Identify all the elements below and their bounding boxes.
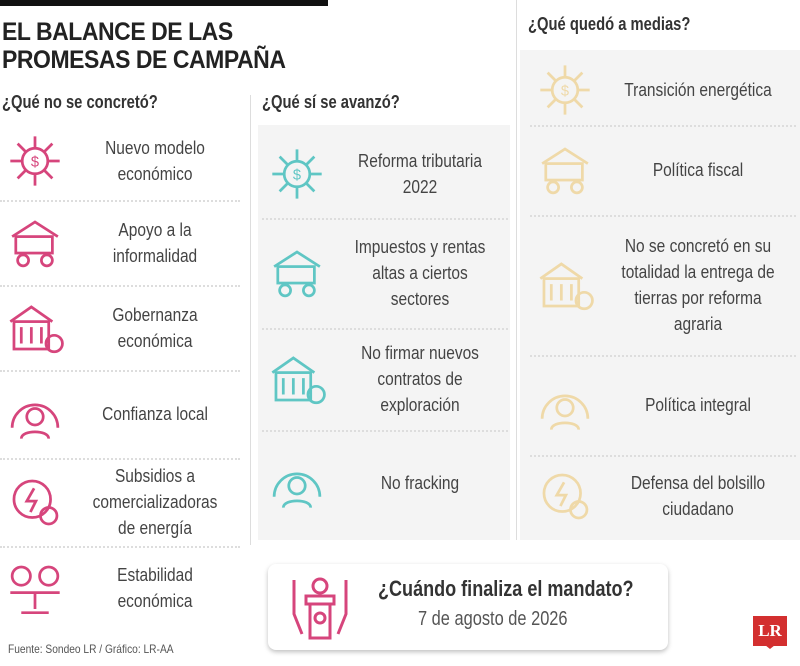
- item-label: No fracking: [380, 472, 460, 493]
- mandate-question: ¿Cuándo finaliza el mandato?: [378, 576, 634, 601]
- item-label: Reforma tributaria 2022: [358, 151, 482, 197]
- drilling-rig-icon: [272, 472, 322, 508]
- separator: [262, 218, 508, 220]
- page-title: EL BALANCE DE LAS PROMESAS DE CAMPAÑA: [2, 18, 286, 74]
- top-bar: [0, 0, 328, 6]
- item-label: Defensa del bolsillo ciudadano: [630, 473, 766, 519]
- energy-coin-icon: [12, 479, 59, 526]
- list-item: $ Nuevo modelo económico: [0, 122, 240, 200]
- svg-text:$: $: [293, 167, 301, 183]
- balance-scale-coins-icon: [10, 565, 60, 615]
- hands-people-icon: [539, 262, 594, 311]
- shield-dollar-icon: [542, 473, 589, 520]
- separator: [530, 355, 796, 357]
- list-item: Estabilidad económica: [0, 546, 240, 630]
- separator: [0, 285, 240, 287]
- divider: [516, 0, 517, 540]
- list-item: Impuestos y rentas altas a ciertos secto…: [262, 218, 508, 328]
- not-done-heading: ¿Qué no se concretó?: [2, 92, 158, 112]
- separator: [0, 458, 240, 460]
- government-building-money-icon: [9, 304, 64, 353]
- list-item: No fracking: [262, 430, 508, 535]
- tax-document-chart-icon: $: [272, 149, 322, 199]
- item-label: Política fiscal: [652, 160, 744, 180]
- list-item: Política integral: [530, 355, 796, 455]
- list-item: Defensa del bolsillo ciudadano: [530, 455, 796, 537]
- separator: [530, 125, 796, 127]
- done-heading: ¿Qué sí se avanzó?: [262, 92, 400, 112]
- list-item: No firmar nuevos contratos de exploració…: [262, 328, 508, 430]
- partial-heading: ¿Qué quedó a medias?: [528, 14, 691, 34]
- list-item: Política fiscal: [530, 125, 796, 215]
- contract-signing-icon: [271, 356, 326, 405]
- separator: [530, 455, 796, 457]
- list-item: Gobernanza económica: [0, 285, 240, 370]
- separator: [0, 200, 240, 202]
- item-label: Transición energética: [624, 80, 772, 100]
- people-group-icon: [540, 394, 590, 431]
- list-item: No se concretó en su totalidad la entreg…: [530, 215, 796, 355]
- list-item: $ Reforma tributaria 2022: [262, 130, 508, 218]
- person-gauge-icon: [10, 403, 60, 440]
- money-bills-icon: [273, 250, 321, 298]
- lr-logo: LR: [753, 616, 787, 649]
- list-item: Subsidios a comercializadoras de energía: [0, 458, 240, 546]
- svg-text:$: $: [31, 154, 39, 170]
- svg-text:$: $: [561, 83, 569, 99]
- podium-icon: [292, 577, 348, 640]
- item-label: Impuestos y rentas altas a ciertos secto…: [354, 237, 486, 309]
- list-item: $ Transición energética: [530, 55, 796, 125]
- separator: [262, 430, 508, 432]
- list-item: Apoyo a la informalidad: [0, 200, 240, 285]
- network-coin-icon: $: [10, 136, 60, 186]
- done-panel: [258, 125, 510, 540]
- item-label: Nuevo modelo económico: [105, 138, 205, 184]
- item-label: Confianza local: [102, 404, 208, 424]
- item-label: Política integral: [645, 395, 751, 415]
- source-note: Fuente: Sondeo LR / Gráfico: LR-AA: [8, 642, 174, 656]
- list-item: Confianza local: [0, 370, 240, 458]
- item-label: Gobernanza económica: [112, 304, 198, 351]
- globe-leaf-icon: $: [540, 65, 590, 115]
- street-vendor-cart-icon: [11, 219, 59, 267]
- separator: [530, 215, 796, 217]
- partial-panel: [520, 50, 800, 540]
- item-label: Estabilidad económica: [117, 565, 193, 611]
- separator: [262, 328, 508, 330]
- item-label: No firmar nuevos contratos de exploració…: [361, 343, 479, 415]
- divider: [250, 95, 251, 545]
- mandate-card: ¿Cuándo finaliza el mandato? 7 de agosto…: [268, 564, 668, 650]
- item-label: No se concretó en su totalidad la entreg…: [621, 236, 775, 334]
- item-label: Apoyo a la informalidad: [112, 219, 198, 266]
- mandate-date: 7 de agosto de 2026: [418, 608, 568, 630]
- separator: [0, 370, 240, 372]
- separator: [0, 546, 240, 548]
- item-label: Subsidios a comercializadoras de energía: [92, 466, 218, 538]
- bank-building-icon: [541, 147, 589, 195]
